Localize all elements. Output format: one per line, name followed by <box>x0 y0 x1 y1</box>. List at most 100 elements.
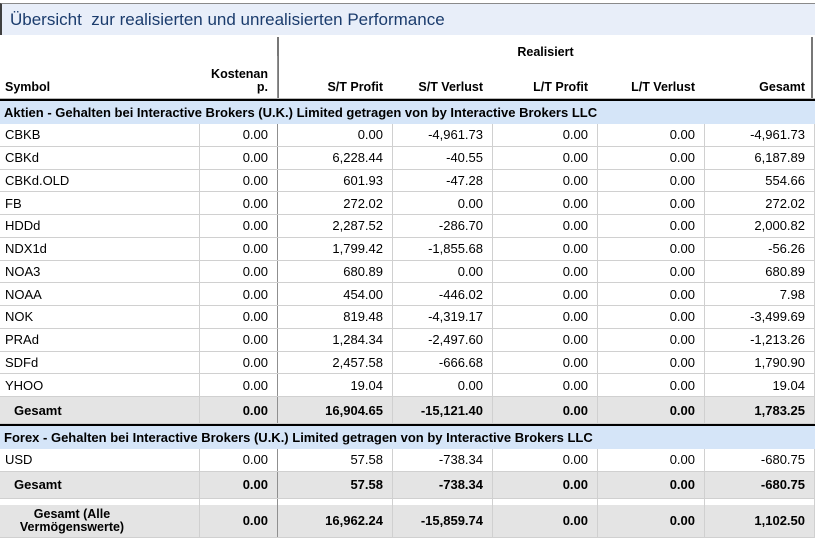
value-cell: 0.00 <box>393 260 493 283</box>
value-cell: 16,962.24 <box>278 504 393 537</box>
value-cell: 0.00 <box>200 124 278 146</box>
value-cell: 0.00 <box>493 504 598 537</box>
symbol-cell: PRAd <box>0 328 200 351</box>
section-header: Aktien - Gehalten bei Interactive Broker… <box>0 99 815 124</box>
column-header-kostenanp: Kostenan p. <box>200 56 278 98</box>
value-cell: 0.00 <box>493 192 598 214</box>
value-cell: 0.00 <box>200 471 278 498</box>
value-cell: 6,228.44 <box>278 146 393 169</box>
value-cell: 2,000.82 <box>705 215 815 237</box>
value-cell: -40.55 <box>393 146 493 169</box>
value-cell: 1,790.90 <box>705 351 815 374</box>
table-header: Realisiert Symbol Kostenan p. S/T Profit… <box>0 35 815 99</box>
value-cell <box>598 498 705 505</box>
column-group-divider-left <box>277 37 279 98</box>
value-cell: 0.00 <box>200 260 278 283</box>
value-cell: 0.00 <box>200 146 278 169</box>
value-cell: -56.26 <box>705 237 815 260</box>
total-label-cell: Gesamt <box>0 471 200 498</box>
value-cell: 0.00 <box>493 146 598 169</box>
value-cell: 0.00 <box>598 306 705 328</box>
value-cell: 7.98 <box>705 283 815 305</box>
value-cell: 0.00 <box>598 237 705 260</box>
table-row: YHOO 0.00 19.04 0.00 0.00 0.00 19.04 <box>0 374 815 397</box>
value-cell: 680.89 <box>278 260 393 283</box>
value-cell: 1,783.25 <box>705 397 815 423</box>
table-row: NOAA 0.00 454.00 -446.02 0.00 0.00 7.98 <box>0 283 815 306</box>
table-row: NDX1d 0.00 1,799.42 -1,855.68 0.00 0.00 -56.26 <box>0 237 815 261</box>
value-cell: -286.70 <box>393 215 493 237</box>
value-cell: 0.00 <box>598 397 705 423</box>
value-cell: 0.00 <box>393 374 493 396</box>
table-row: CBKd.OLD 0.00 601.93 -47.28 0.00 0.00 554.66 <box>0 169 815 193</box>
value-cell: 0.00 <box>200 328 278 351</box>
value-cell: 0.00 <box>493 260 598 283</box>
value-cell: 0.00 <box>598 449 705 471</box>
value-cell: 16,904.65 <box>278 397 393 423</box>
table-row: FB 0.00 272.02 0.00 0.00 0.00 272.02 <box>0 192 815 215</box>
symbol-cell: NDX1d <box>0 237 200 260</box>
value-cell: 601.93 <box>278 169 393 192</box>
value-cell: 19.04 <box>278 374 393 396</box>
section-total-row: Gesamt 0.00 57.58 -738.34 0.00 0.00 -680.75 <box>0 471 815 499</box>
symbol-cell: NOAA <box>0 283 200 305</box>
value-cell <box>393 498 493 505</box>
value-cell: 0.00 <box>493 283 598 305</box>
value-cell: 0.00 <box>493 328 598 351</box>
value-cell: 0.00 <box>493 215 598 237</box>
value-cell: 6,187.89 <box>705 146 815 169</box>
symbol-cell: FB <box>0 192 200 214</box>
value-cell: 272.02 <box>705 192 815 214</box>
value-cell: 0.00 <box>598 504 705 537</box>
value-cell: 0.00 <box>598 215 705 237</box>
value-cell: -15,859.74 <box>393 504 493 537</box>
value-cell: 0.00 <box>493 397 598 423</box>
value-cell: -47.28 <box>393 169 493 192</box>
value-cell: 0.00 <box>200 449 278 471</box>
value-cell: 454.00 <box>278 283 393 305</box>
value-cell: -446.02 <box>393 283 493 305</box>
value-cell: 2,287.52 <box>278 215 393 237</box>
table-row: NOA3 0.00 680.89 0.00 0.00 0.00 680.89 <box>0 260 815 284</box>
value-cell: 0.00 <box>493 169 598 192</box>
section-header: Forex - Gehalten bei Interactive Brokers… <box>0 424 815 449</box>
total-label-cell: Gesamt <box>0 397 200 423</box>
value-cell: 0.00 <box>200 306 278 328</box>
table-row: HDDd 0.00 2,287.52 -286.70 0.00 0.00 2,000.82 <box>0 215 815 238</box>
value-cell: 0.00 <box>493 449 598 471</box>
symbol-cell: HDDd <box>0 215 200 237</box>
value-cell: 680.89 <box>705 260 815 283</box>
value-cell: 0.00 <box>200 192 278 214</box>
symbol-cell: NOK <box>0 306 200 328</box>
value-cell: 0.00 <box>598 124 705 146</box>
value-cell: -4,961.73 <box>393 124 493 146</box>
value-cell: 554.66 <box>705 169 815 192</box>
value-cell: 819.48 <box>278 306 393 328</box>
column-header-row: Symbol Kostenan p. S/T Profit S/T Verlus… <box>0 56 815 98</box>
column-header-st-profit: S/T Profit <box>327 80 383 94</box>
table-row: SDFd 0.00 2,457.58 -666.68 0.00 0.00 1,790.90 <box>0 351 815 375</box>
column-header-symbol: Symbol <box>5 80 51 94</box>
value-cell: 0.00 <box>493 124 598 146</box>
value-cell: 272.02 <box>278 192 393 214</box>
table-row: NOK 0.00 819.48 -4,319.17 0.00 0.00 -3,499.69 <box>0 306 815 329</box>
value-cell: 0.00 <box>598 146 705 169</box>
value-cell: -3,499.69 <box>705 306 815 328</box>
value-cell: 0.00 <box>200 504 278 537</box>
table-row: CBKd 0.00 6,228.44 -40.55 0.00 0.00 6,187.89 <box>0 146 815 170</box>
column-header-gesamt: Gesamt <box>759 80 805 94</box>
symbol-cell: USD <box>0 449 200 471</box>
value-cell: 0.00 <box>278 124 393 146</box>
value-cell: 0.00 <box>598 328 705 351</box>
symbol-cell: CBKd.OLD <box>0 169 200 192</box>
value-cell: -15,121.40 <box>393 397 493 423</box>
value-cell: 0.00 <box>493 351 598 374</box>
value-cell: 0.00 <box>200 374 278 396</box>
symbol-cell: CBKB <box>0 124 200 146</box>
column-header-lt-verlust: L/T Verlust <box>631 80 695 94</box>
value-cell: -1,855.68 <box>393 237 493 260</box>
table-body: Aktien - Gehalten bei Interactive Broker… <box>0 99 815 538</box>
value-cell: 0.00 <box>200 351 278 374</box>
grand-total-row: Gesamt (Alle Vermögenswerte) 0.00 16,962.2… <box>0 504 815 538</box>
